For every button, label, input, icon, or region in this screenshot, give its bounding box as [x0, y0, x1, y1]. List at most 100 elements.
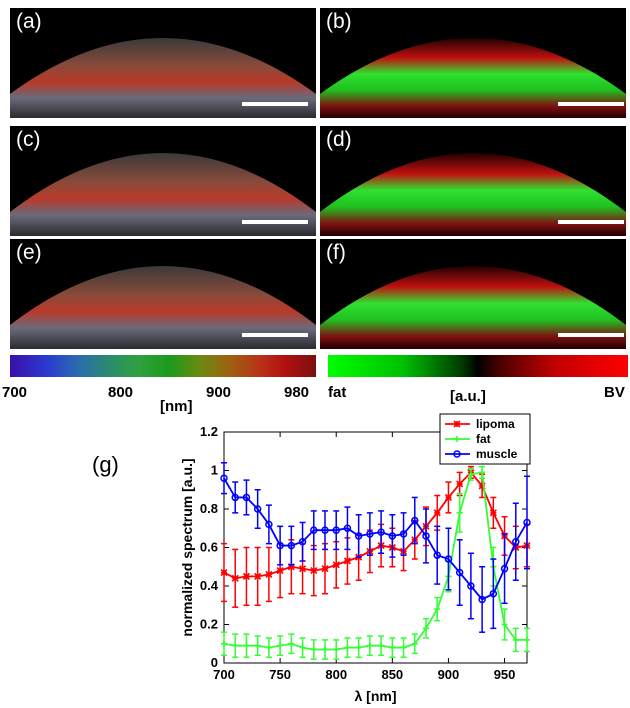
- error-bar: [265, 637, 272, 658]
- data-point: [411, 536, 419, 544]
- panel-label-a: (a): [16, 10, 42, 33]
- fat-label: fat: [328, 384, 347, 401]
- error-bar: [288, 633, 295, 655]
- tissue-arc: [10, 38, 316, 118]
- legend-item-fat: fat: [445, 432, 491, 446]
- error-bar: [355, 533, 362, 581]
- data-point: [453, 420, 461, 428]
- data-point: [310, 567, 318, 575]
- error-bar: [254, 635, 261, 657]
- data-point: [343, 557, 352, 565]
- panel-label-b: (b): [326, 10, 352, 33]
- error-bar: [221, 542, 227, 603]
- error-bar: [400, 512, 407, 556]
- legend-label: lipoma: [476, 417, 515, 431]
- wavelength-tick-900: 900: [206, 384, 232, 401]
- data-point: [254, 572, 262, 580]
- data-point: [433, 509, 441, 517]
- error-bar: [434, 525, 441, 585]
- error-bar: [277, 542, 284, 599]
- series-line: [223, 471, 528, 580]
- chart-panel-label: (g): [92, 452, 119, 477]
- tissue-arc: [320, 38, 626, 118]
- error-bar: [355, 514, 362, 558]
- data-point: [411, 640, 418, 647]
- data-point: [500, 532, 509, 540]
- series-line: [223, 477, 528, 601]
- wavelength-tick-700: 700: [2, 384, 28, 401]
- data-point: [333, 646, 340, 653]
- error-bar: [411, 633, 418, 655]
- error-bar: [232, 481, 239, 514]
- data-point: [388, 532, 397, 540]
- tissue-arc: [320, 266, 626, 349]
- data-point: [512, 537, 520, 546]
- data-point: [253, 505, 262, 513]
- data-point: [423, 625, 429, 632]
- data-point: [500, 564, 509, 573]
- fat-bv-unit: [a.u.]: [450, 388, 486, 405]
- data-point: [422, 532, 430, 540]
- data-point: [321, 565, 329, 573]
- data-point: [489, 509, 497, 517]
- scale-bar: [242, 102, 308, 106]
- data-point: [445, 573, 452, 580]
- data-point: [220, 474, 228, 482]
- error-bar: [333, 510, 340, 551]
- data-point: [467, 468, 475, 476]
- error-bar: [490, 496, 497, 529]
- error-bar: [423, 506, 429, 547]
- error-bar: [243, 633, 250, 658]
- error-bar: [366, 635, 373, 657]
- data-point: [332, 526, 340, 534]
- data-point: [277, 642, 284, 649]
- y-axis-label: normalized spectrum [a.u.]: [179, 458, 195, 636]
- y-tick-label: 1.2: [200, 424, 218, 439]
- data-point: [512, 636, 519, 643]
- wavelength-tick-980: 980: [284, 384, 310, 401]
- data-point: [265, 520, 273, 529]
- error-bar: [243, 546, 250, 606]
- error-bar: [445, 560, 452, 593]
- error-bar: [456, 471, 463, 497]
- error-bar: [232, 548, 239, 608]
- error-bar: [288, 539, 295, 595]
- error-bar: [277, 525, 284, 566]
- x-tick-label: 850: [381, 667, 403, 682]
- x-tick-label: 700: [213, 667, 235, 682]
- error-bar: [333, 639, 340, 660]
- data-point: [378, 642, 385, 649]
- data-point: [377, 528, 385, 536]
- data-point: [321, 526, 329, 534]
- panel-label-f: (f): [326, 241, 346, 264]
- error-bar: [333, 540, 340, 589]
- data-point: [265, 644, 272, 651]
- legend-label: muscle: [476, 447, 518, 461]
- y-tick-label: 0.4: [200, 578, 219, 593]
- x-axis-label: λ [nm]: [355, 688, 397, 704]
- error-bar: [322, 542, 328, 595]
- data-point: [242, 572, 251, 580]
- scale-bar: [558, 333, 624, 337]
- data-point: [456, 480, 464, 488]
- panel-label-e: (e): [16, 241, 42, 264]
- data-point: [467, 582, 475, 590]
- data-point: [467, 471, 474, 478]
- error-bar: [467, 467, 474, 481]
- error-bar: [389, 637, 396, 658]
- error-bar: [524, 523, 530, 568]
- y-tick-label: 0.8: [200, 501, 218, 516]
- error-bar: [310, 639, 317, 660]
- data-point: [288, 640, 295, 647]
- error-bar: [355, 637, 362, 658]
- data-point: [512, 543, 520, 552]
- error-bar: [434, 596, 441, 622]
- data-point: [478, 482, 486, 490]
- image-panel-d: (d): [320, 126, 626, 236]
- error-bar: [512, 502, 519, 581]
- error-bar: [400, 637, 407, 658]
- data-point: [366, 642, 373, 649]
- data-point: [243, 642, 250, 649]
- series-muscle: [220, 462, 531, 633]
